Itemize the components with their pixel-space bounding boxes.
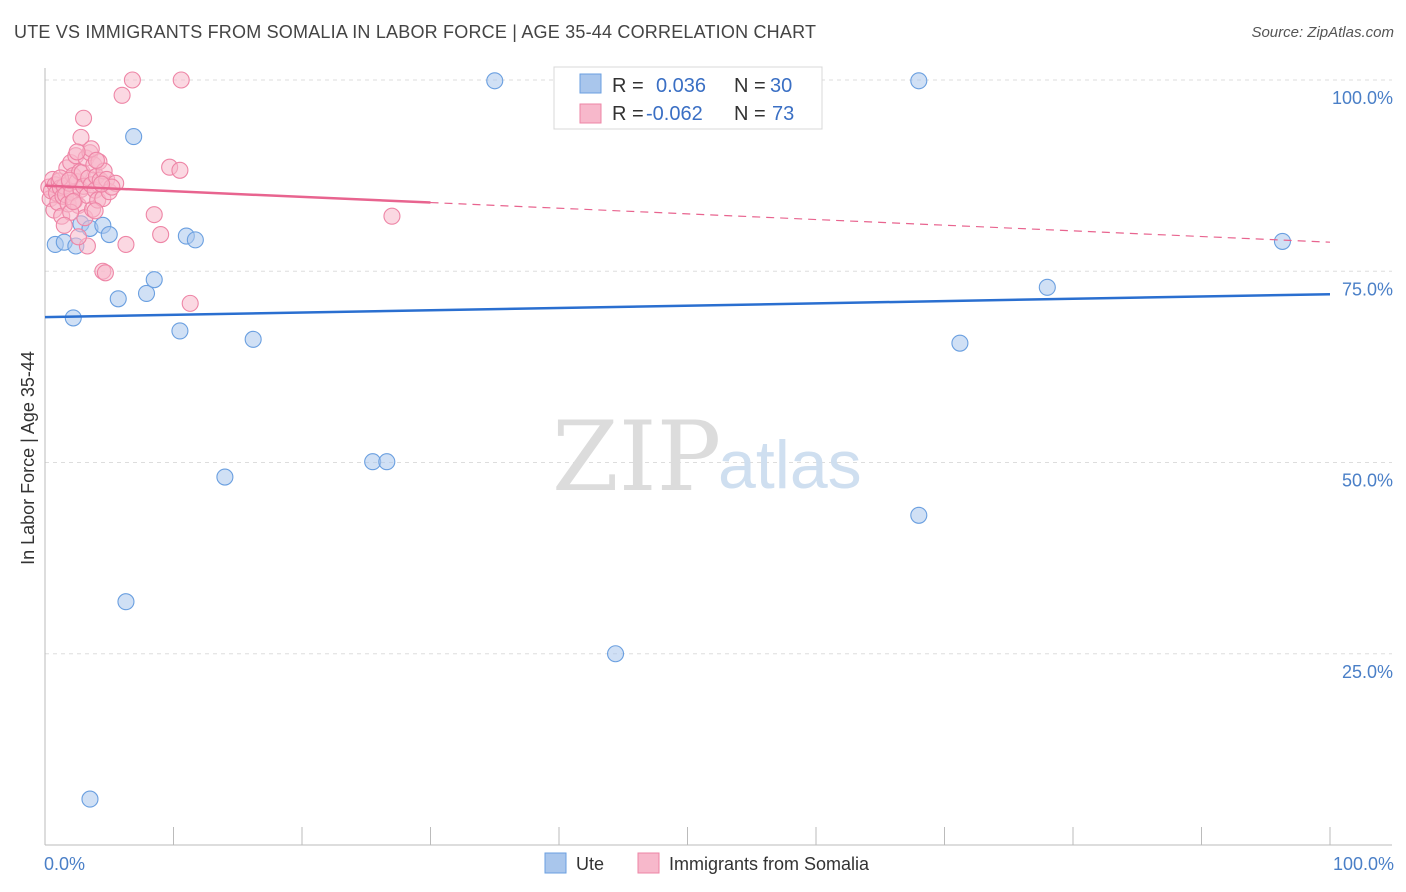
point-somalia-65 — [69, 228, 87, 246]
point-somalia-50 — [123, 71, 141, 89]
point-somalia-52 — [68, 143, 86, 161]
legend-n-label-ute: N = — [734, 75, 766, 97]
legend-r-value-ute: 0.036 — [656, 75, 706, 97]
y-tick-label-0: 100.0% — [1332, 88, 1393, 108]
point-somalia-72 — [60, 171, 78, 189]
x-tick-left: 0.0% — [44, 854, 85, 874]
point-somalia-54 — [117, 235, 135, 254]
trend-line-somalia-projection — [430, 201, 1331, 243]
point-ute-19 — [378, 453, 396, 471]
point-ute-17 — [244, 330, 262, 348]
point-somalia-56 — [96, 264, 114, 282]
y-axis-label: In Labor Force | Age 35-44 — [18, 351, 38, 565]
point-ute-26 — [951, 334, 969, 352]
point-ute-8 — [109, 290, 127, 308]
point-somalia-60 — [171, 161, 189, 179]
point-somalia-58 — [152, 225, 170, 244]
bottom-legend-somalia: Immigrants from Somalia — [669, 854, 870, 874]
point-ute-25 — [910, 506, 928, 524]
bottom-legend-ute: Ute — [576, 854, 604, 874]
point-ute-24 — [910, 72, 928, 90]
source-label: Source: ZipAtlas.com — [1251, 24, 1394, 41]
correlation-legend: R = 0.036 N = 30 R = -0.062 N = 73 — [553, 66, 823, 130]
trend-line-ute — [44, 292, 1331, 319]
point-somalia-68 — [86, 202, 104, 220]
legend-r-label-ute: R = — [612, 75, 644, 97]
bottom-swatch-ute — [544, 852, 567, 874]
point-ute-20 — [486, 72, 504, 90]
trend-line-somalia — [44, 184, 431, 204]
y-tick-label-1: 75.0% — [1342, 279, 1393, 299]
point-somalia-66 — [55, 216, 73, 234]
legend-r-value-somalia: -0.062 — [646, 103, 703, 125]
point-somalia-57 — [145, 206, 163, 224]
legend-r-label-somalia: R = — [612, 103, 644, 125]
legend-swatch-somalia — [579, 103, 602, 124]
point-ute-13 — [171, 322, 189, 340]
point-ute-27 — [1038, 278, 1056, 296]
point-somalia-53 — [87, 151, 105, 169]
point-ute-7 — [100, 225, 118, 244]
data-points — [40, 71, 1292, 808]
legend-n-label-somalia: N = — [734, 103, 766, 125]
point-somalia-51 — [172, 71, 190, 89]
point-ute-15 — [186, 231, 204, 249]
y-tick-label-3: 25.0% — [1342, 662, 1393, 682]
point-ute-28 — [1273, 232, 1292, 250]
point-somalia-47 — [75, 109, 93, 127]
point-somalia-49 — [113, 86, 131, 104]
point-ute-21 — [606, 645, 625, 663]
bottom-swatch-somalia — [637, 852, 660, 874]
y-tick-labels: 100.0% 75.0% 50.0% 25.0% — [1332, 88, 1393, 682]
point-ute-10 — [125, 128, 143, 146]
grid — [45, 79, 1392, 655]
chart-title: UTE VS IMMIGRANTS FROM SOMALIA IN LABOR … — [14, 22, 817, 42]
point-ute-12 — [145, 271, 163, 289]
point-somalia-70 — [383, 207, 401, 225]
x-tick-right: 100.0% — [1333, 854, 1394, 874]
legend-swatch-ute — [579, 73, 602, 94]
point-somalia-61 — [181, 294, 199, 312]
point-ute-16 — [216, 468, 234, 486]
point-somalia-63 — [64, 193, 82, 211]
legend-n-value-somalia: 73 — [772, 103, 794, 125]
series-legend: Ute Immigrants from Somalia — [544, 852, 870, 874]
point-ute-29 — [81, 790, 99, 808]
point-ute-9 — [117, 593, 135, 611]
legend-n-value-ute: 30 — [770, 75, 792, 97]
watermark-zip: ZIP — [552, 401, 721, 513]
trend-lines — [44, 184, 1331, 319]
axes — [44, 68, 1392, 846]
point-somalia-69 — [92, 175, 111, 193]
point-ute-11 — [137, 284, 156, 302]
watermark-atlas: atlas — [718, 427, 862, 503]
y-tick-label-2: 50.0% — [1342, 471, 1393, 491]
